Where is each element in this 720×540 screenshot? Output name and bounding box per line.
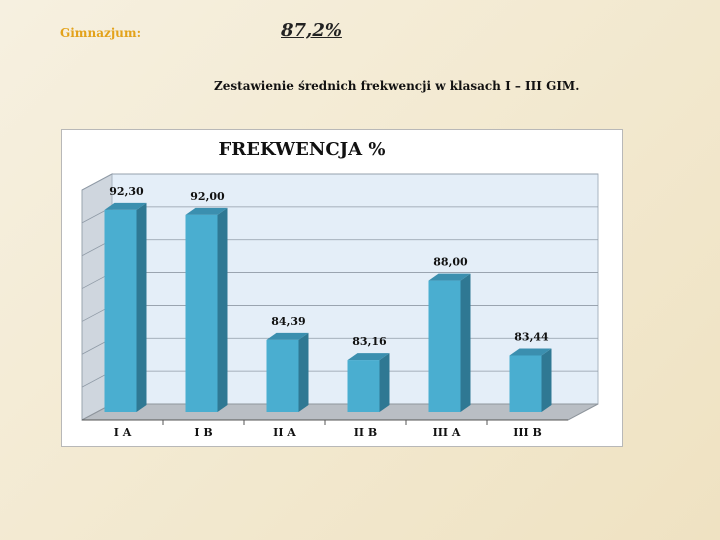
bar-top-face bbox=[104, 202, 147, 210]
bar-front-face bbox=[509, 355, 542, 412]
bar-top-face bbox=[347, 353, 390, 361]
value-label: 92,30 bbox=[109, 185, 144, 198]
bar-front-face bbox=[185, 214, 218, 412]
x-tick-label: II B bbox=[354, 426, 377, 439]
school-type-label: Gimnazjum: bbox=[60, 26, 142, 40]
bar-ii-b bbox=[347, 353, 390, 412]
bar-i-a bbox=[104, 202, 147, 412]
value-label: 83,44 bbox=[514, 330, 549, 343]
x-tick-label: I B bbox=[194, 426, 212, 439]
x-tick-label: I A bbox=[114, 426, 132, 439]
gridline-side bbox=[81, 173, 113, 191]
bar-front-face bbox=[428, 280, 461, 412]
bar-top-face bbox=[428, 273, 471, 281]
bar-front-face bbox=[104, 209, 137, 412]
chart-title: FREKWENCJA % bbox=[218, 139, 385, 160]
bar-side-face bbox=[217, 207, 228, 412]
bar-front-face bbox=[347, 360, 380, 412]
bar-side-face bbox=[379, 353, 390, 412]
chart-x-axis: I A I B II A II B III A III B bbox=[82, 419, 568, 439]
x-tick-label: III A bbox=[433, 426, 461, 439]
bar-front-face bbox=[266, 339, 299, 412]
value-label: 92,00 bbox=[190, 190, 225, 203]
value-label: 84,39 bbox=[271, 315, 305, 328]
bar-top-face bbox=[509, 348, 552, 356]
value-label: 83,16 bbox=[352, 335, 387, 348]
x-tick-label: III B bbox=[513, 426, 542, 439]
bar-top-face bbox=[266, 332, 309, 340]
chart-bars bbox=[104, 202, 552, 412]
bar-iii-b bbox=[509, 348, 552, 412]
overall-attendance-value: 87,2% bbox=[281, 20, 342, 41]
bar-ii-a bbox=[266, 332, 309, 412]
attendance-bar-chart: FREKWENCJA % 92,30 92,00 84,39 83,16 88,00 83… bbox=[81, 139, 599, 439]
chart-caption: Zestawienie średnich frekwencji w klasac… bbox=[214, 79, 580, 93]
bar-side-face bbox=[298, 332, 309, 412]
bar-side-face bbox=[541, 348, 552, 412]
bar-top-face bbox=[185, 207, 228, 215]
bar-iii-a bbox=[428, 273, 471, 412]
chart-frame: FREKWENCJA % 92,30 92,00 84,39 83,16 88,00 83… bbox=[61, 129, 623, 447]
chart-value-labels: 92,30 92,00 84,39 83,16 88,00 83,44 bbox=[109, 185, 549, 348]
bar-i-b bbox=[185, 207, 228, 412]
x-tick-label: II A bbox=[273, 426, 296, 439]
bar-side-face bbox=[136, 202, 147, 412]
value-label: 88,00 bbox=[433, 256, 468, 269]
bar-side-face bbox=[460, 273, 471, 412]
